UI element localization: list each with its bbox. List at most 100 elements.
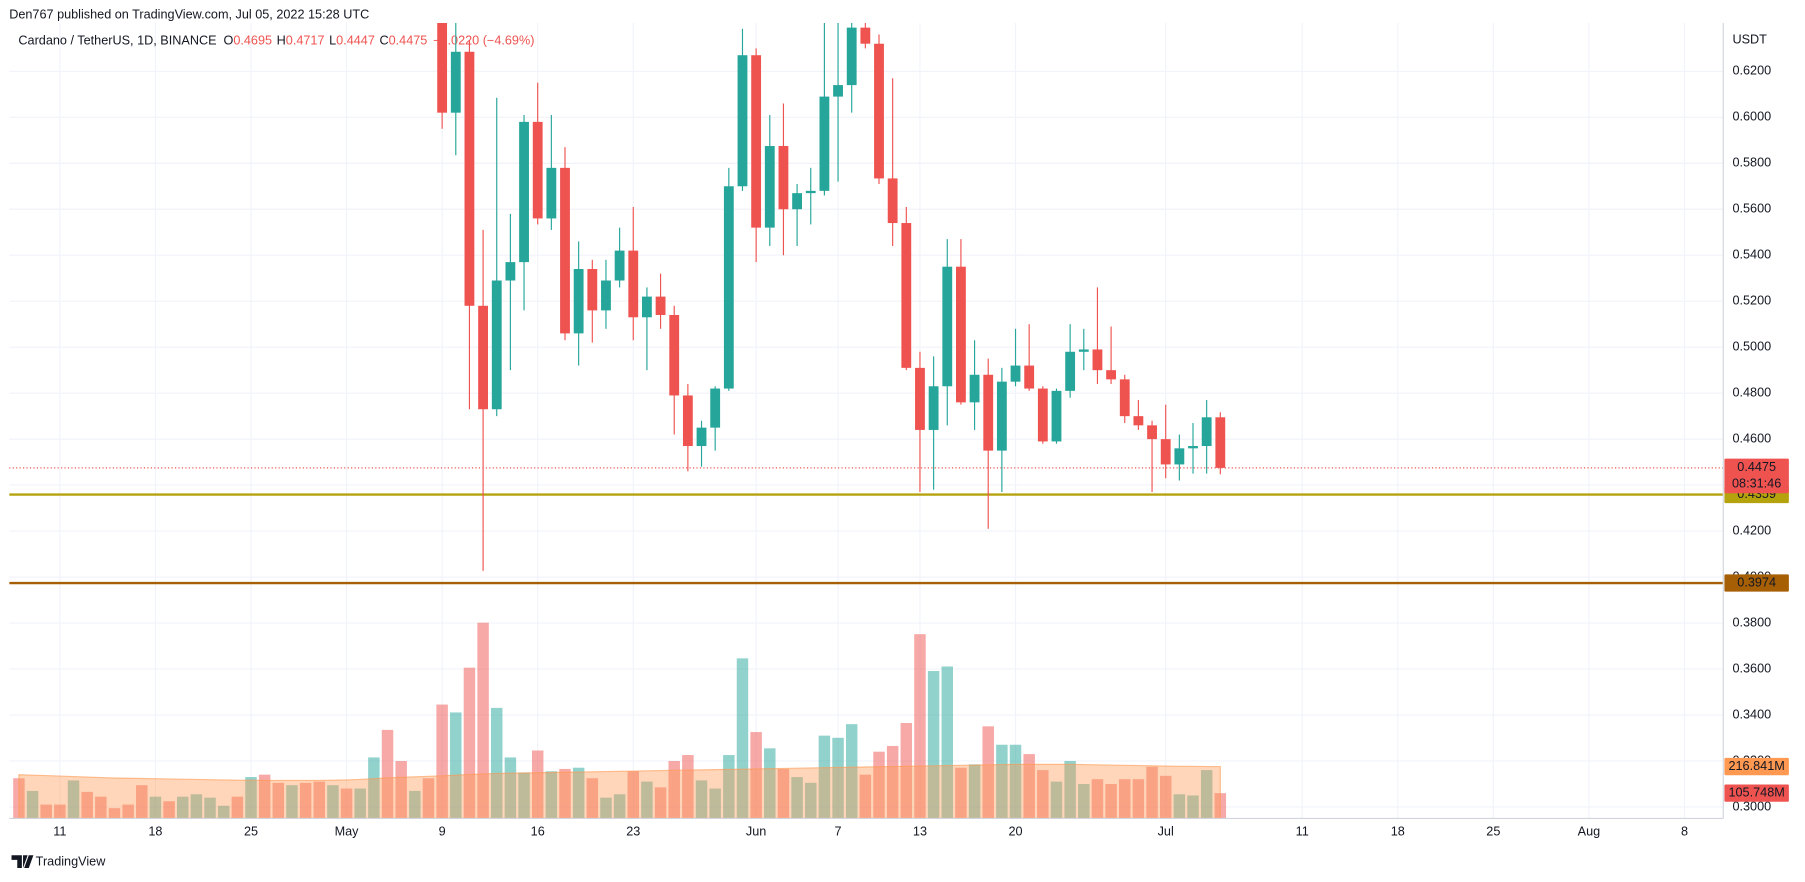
ohlc-key: C xyxy=(379,34,388,48)
candle-body xyxy=(1024,365,1035,389)
candle-body xyxy=(1078,349,1089,352)
volume-bar xyxy=(873,751,885,819)
volume-bar xyxy=(982,726,994,819)
x-tick-label: Jul xyxy=(1158,825,1174,839)
volume-bar xyxy=(409,790,421,819)
ohlc-value: 0.4695 xyxy=(233,34,272,48)
candle-body xyxy=(1160,439,1171,465)
candle-body xyxy=(778,146,789,210)
volume-bar xyxy=(450,712,462,819)
volume-bar xyxy=(791,777,803,819)
x-tick-label: 18 xyxy=(148,825,162,839)
volume-bar xyxy=(177,796,189,819)
ohlc-value: 0.4447 xyxy=(336,34,375,48)
last-price-label: 0.4475 xyxy=(1737,460,1776,474)
candle-body xyxy=(928,386,939,430)
candle-body xyxy=(532,121,543,219)
logo-text: TradingView xyxy=(36,855,107,869)
x-tick-label: 20 xyxy=(1008,825,1022,839)
y-tick-label: 0.6200 xyxy=(1732,64,1771,78)
volume-bar xyxy=(518,772,530,819)
volume-bar xyxy=(463,667,476,819)
candle-body xyxy=(1010,365,1021,382)
candle-body xyxy=(833,85,843,97)
y-tick-label: 0.3400 xyxy=(1732,707,1771,721)
candle-body xyxy=(915,367,925,430)
volume-bar xyxy=(627,771,639,819)
candle-body xyxy=(478,305,489,410)
volume-bar xyxy=(723,755,735,819)
volume-bar xyxy=(286,785,298,819)
volume-bar xyxy=(900,722,913,819)
x-tick-label: May xyxy=(335,825,360,839)
logo-icon xyxy=(11,855,34,868)
candle-body xyxy=(901,223,912,368)
volume-bar xyxy=(695,780,708,819)
x-tick-label: Jun xyxy=(746,825,766,839)
candle-body xyxy=(969,374,980,403)
candle-body xyxy=(587,269,598,311)
volume-bar xyxy=(613,794,626,819)
candle-body xyxy=(642,296,652,318)
candle-body xyxy=(983,374,994,451)
candle-body xyxy=(942,266,953,387)
volume-bar xyxy=(654,787,667,819)
candle-body xyxy=(505,262,516,281)
candle-body xyxy=(601,280,611,311)
x-tick-label: 18 xyxy=(1391,825,1405,839)
volume-bar xyxy=(149,796,162,819)
volume-bar xyxy=(845,724,858,819)
volume-bar xyxy=(859,774,872,819)
volume-bar xyxy=(1132,779,1145,819)
volume-bar xyxy=(1078,783,1090,819)
volume-bar xyxy=(95,796,107,819)
volume-bar xyxy=(54,804,66,819)
candle-body xyxy=(437,23,448,113)
volume-bar xyxy=(764,748,776,819)
volume-bar xyxy=(422,778,435,819)
volume-bar xyxy=(914,634,926,819)
volume-bar xyxy=(1187,795,1199,819)
candle-body xyxy=(1174,448,1185,465)
candle-body xyxy=(1147,425,1157,440)
candle-body xyxy=(846,27,857,86)
candle-body xyxy=(1133,416,1144,426)
price-badges: 0.43590.39740.447508:31:46216.841M105.74… xyxy=(1724,458,1789,802)
volume-bar xyxy=(1105,783,1117,819)
candle-body xyxy=(573,269,584,334)
volume-bar xyxy=(368,757,380,819)
x-tick-label: 16 xyxy=(531,825,545,839)
volume-bar xyxy=(1091,779,1104,819)
volume-bar xyxy=(258,774,271,819)
candle-body xyxy=(1215,417,1226,468)
volume-bar xyxy=(122,804,134,819)
y-tick-label: 0.4800 xyxy=(1732,385,1771,399)
x-tick-label: 11 xyxy=(53,825,66,839)
plot-area xyxy=(9,23,1724,819)
x-tick-label: 25 xyxy=(1486,825,1500,839)
candle-body xyxy=(450,51,461,113)
candle-body xyxy=(764,146,775,228)
candle-body xyxy=(792,193,803,210)
x-tick-label: 13 xyxy=(913,825,927,839)
volume-bar xyxy=(668,761,680,819)
volume-bar xyxy=(572,767,585,819)
volume-bar xyxy=(545,771,558,819)
grid xyxy=(9,23,1724,819)
candle-body xyxy=(1065,351,1076,391)
last-price-badge xyxy=(1724,458,1789,494)
candle-body xyxy=(628,250,639,318)
volume-bar xyxy=(531,750,544,819)
volume-bar xyxy=(1200,770,1213,819)
volume-bar xyxy=(381,729,394,819)
publisher-header: Den767 published on TradingView.com, Jul… xyxy=(9,7,369,21)
candle-body xyxy=(1092,349,1103,371)
candle-body xyxy=(1188,446,1198,449)
x-tick-label: 11 xyxy=(1296,825,1309,839)
y-tick-label: 0.5200 xyxy=(1732,294,1771,308)
volume-bar xyxy=(600,797,612,819)
volume-bar xyxy=(26,790,39,819)
y-tick-label: 0.5400 xyxy=(1732,248,1771,262)
